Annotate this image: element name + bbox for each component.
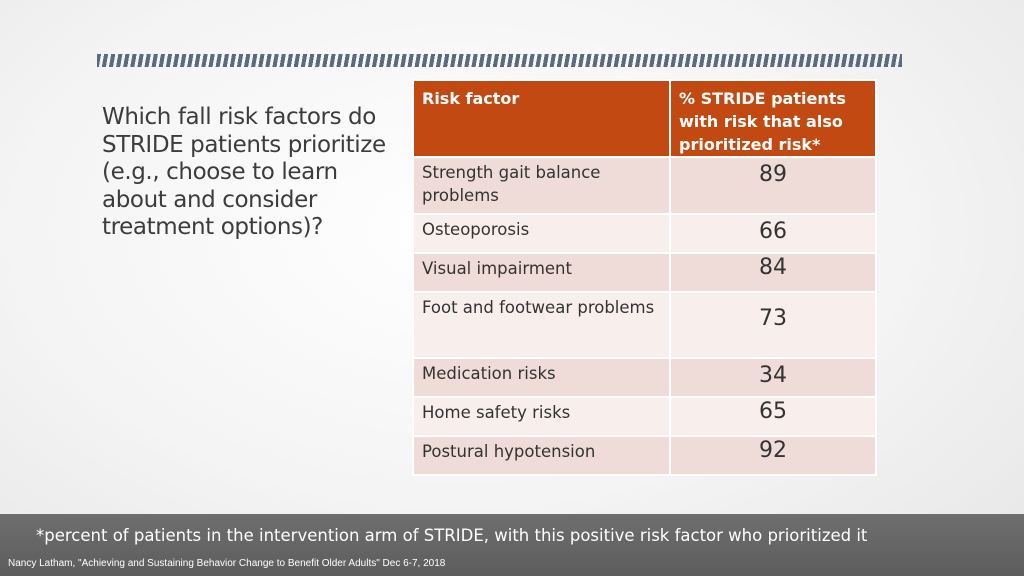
risk-factor-cell: Foot and footwear problems [412, 291, 671, 359]
citation-text: Nancy Latham, "Achieving and Sustaining … [8, 558, 446, 569]
percent-cell: 73 [669, 291, 877, 359]
table-row: Medication risks 34 [412, 357, 877, 398]
percent-cell: 66 [669, 213, 877, 254]
table-row: Strength gait balance problems 89 [412, 156, 877, 215]
risk-factor-cell: Medication risks [412, 357, 671, 398]
percent-cell: 34 [669, 357, 877, 398]
table-row: Postural hypotension 92 [412, 435, 877, 476]
risk-factor-cell: Visual impairment [412, 252, 671, 293]
risk-factor-cell: Osteoporosis [412, 213, 671, 254]
header-percent-prioritized: % STRIDE patients with risk that also pr… [669, 79, 877, 158]
question-text: Which fall risk factors do STRIDE patien… [102, 104, 386, 240]
footer-band [0, 514, 1024, 576]
table-header-row: Risk factor % STRIDE patients with risk … [412, 79, 877, 158]
percent-cell: 89 [669, 156, 877, 215]
decorative-hatched-bar [97, 54, 902, 67]
risk-factor-cell: Home safety risks [412, 396, 671, 437]
risk-factor-cell: Strength gait balance problems [412, 156, 671, 215]
table-row: Visual impairment 84 [412, 252, 877, 293]
risk-factor-table: Risk factor % STRIDE patients with risk … [412, 79, 877, 476]
footnote-text: *percent of patients in the intervention… [36, 526, 868, 545]
table-row: Home safety risks 65 [412, 396, 877, 437]
header-risk-factor: Risk factor [412, 79, 671, 158]
percent-cell: 92 [669, 435, 877, 476]
table-row: Foot and footwear problems 73 [412, 291, 877, 359]
table-row: Osteoporosis 66 [412, 213, 877, 254]
percent-cell: 65 [669, 396, 877, 437]
risk-factor-cell: Postural hypotension [412, 435, 671, 476]
percent-cell: 84 [669, 252, 877, 293]
